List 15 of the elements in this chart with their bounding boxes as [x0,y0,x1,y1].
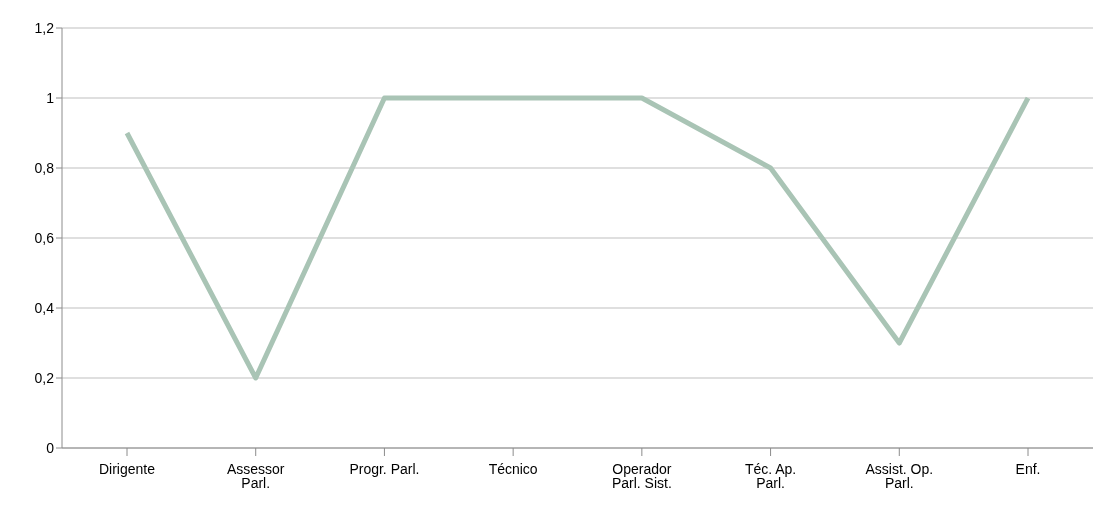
x-tick-label: Assist. Op. Parl. [865,460,934,491]
x-tick-label: Operador Parl. Sist. [611,460,672,491]
y-tick-label: 1 [46,89,55,106]
x-tick-label: Téc. Ap. Parl. [744,460,797,491]
y-tick-label: 0,4 [34,299,55,316]
x-tick-label: Assessor Parl. [226,460,285,491]
y-tick-label: 1,2 [34,19,55,36]
x-tick-label: Enf. [1015,460,1041,477]
y-tick-label: 0 [46,439,55,456]
y-tick-label: 0,2 [34,369,55,386]
x-tick-label: Progr. Parl. [349,460,420,477]
x-tick-label: Dirigente [98,460,156,477]
y-tick-label: 0,8 [34,159,55,176]
y-tick-label: 0,6 [34,229,55,246]
x-tick-label: Técnico [488,460,538,477]
